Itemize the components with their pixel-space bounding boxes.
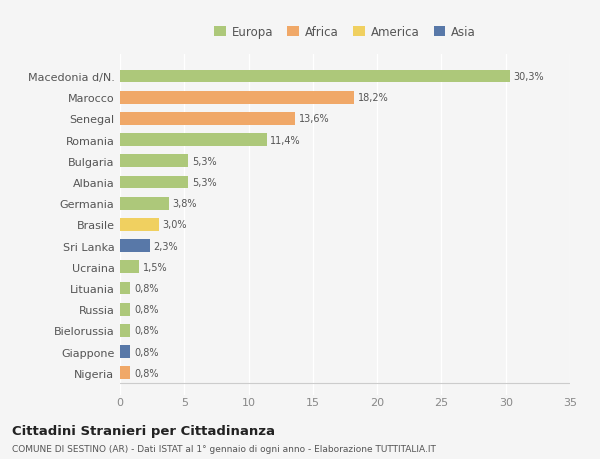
Bar: [120, 261, 139, 274]
Bar: [120, 282, 130, 295]
Text: 30,3%: 30,3%: [514, 72, 544, 82]
Bar: [120, 240, 149, 252]
Text: 0,8%: 0,8%: [134, 304, 158, 314]
Bar: [120, 71, 509, 83]
Text: COMUNE DI SESTINO (AR) - Dati ISTAT al 1° gennaio di ogni anno - Elaborazione TU: COMUNE DI SESTINO (AR) - Dati ISTAT al 1…: [12, 444, 436, 453]
Bar: [120, 176, 188, 189]
Bar: [120, 303, 130, 316]
Bar: [120, 346, 130, 358]
Legend: Europa, Africa, America, Asia: Europa, Africa, America, Asia: [212, 23, 478, 41]
Text: 5,3%: 5,3%: [192, 157, 217, 167]
Text: 3,8%: 3,8%: [173, 199, 197, 209]
Bar: [120, 155, 188, 168]
Text: 0,8%: 0,8%: [134, 368, 158, 378]
Bar: [120, 197, 169, 210]
Text: 1,5%: 1,5%: [143, 262, 168, 272]
Bar: [120, 134, 266, 147]
Text: 2,3%: 2,3%: [154, 241, 178, 251]
Text: 3,0%: 3,0%: [163, 220, 187, 230]
Text: 0,8%: 0,8%: [134, 326, 158, 336]
Bar: [120, 92, 354, 104]
Text: 0,8%: 0,8%: [134, 347, 158, 357]
Bar: [120, 367, 130, 379]
Text: 11,4%: 11,4%: [271, 135, 301, 146]
Text: 18,2%: 18,2%: [358, 93, 389, 103]
Bar: [120, 113, 295, 125]
Bar: [120, 325, 130, 337]
Text: Cittadini Stranieri per Cittadinanza: Cittadini Stranieri per Cittadinanza: [12, 424, 275, 437]
Text: 0,8%: 0,8%: [134, 283, 158, 293]
Text: 13,6%: 13,6%: [299, 114, 329, 124]
Bar: [120, 218, 158, 231]
Text: 5,3%: 5,3%: [192, 178, 217, 188]
